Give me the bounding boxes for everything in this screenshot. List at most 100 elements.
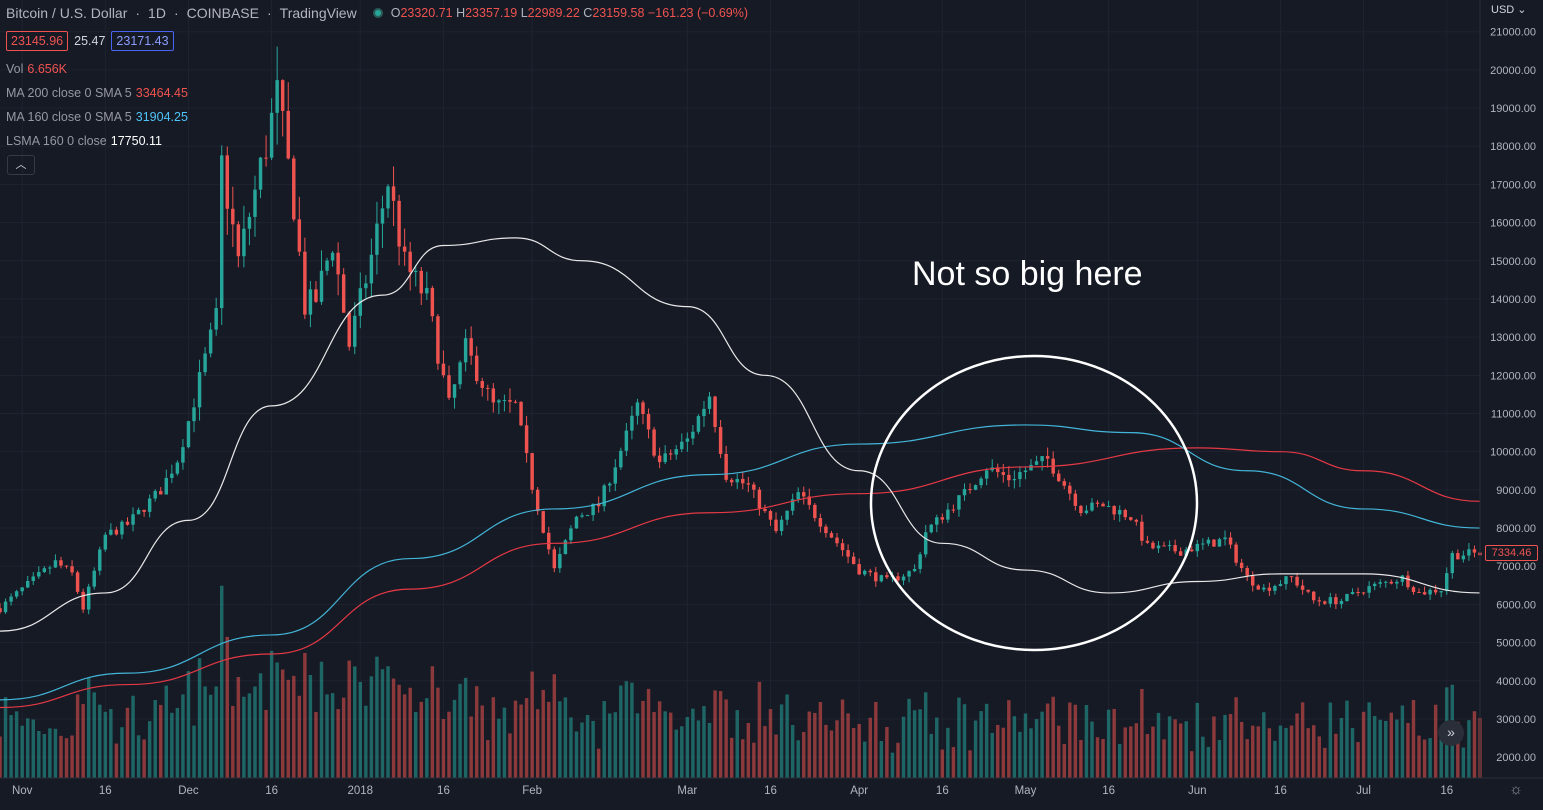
volume-bar [197,658,202,778]
candle-body [1178,551,1183,556]
settings-gear-icon[interactable]: ☼ [1509,781,1523,798]
volume-bar [685,717,690,778]
price-axis[interactable]: 21000.00 20000.00 19000.00 18000.00 17000.00… [1490,27,1536,764]
candle-body [1411,587,1416,592]
candle-body [3,601,8,613]
volume-bar [98,704,102,778]
candle-body [630,415,634,431]
volume-bar [1156,712,1161,778]
candle-body [297,219,302,252]
candle-body [829,533,834,538]
candle-body [480,381,484,388]
volume-bar [863,741,867,778]
candle-body [1367,586,1371,593]
annotation-text: Not so big here [912,255,1143,293]
candle-body [591,503,595,516]
candle-body [752,484,756,490]
candle-body [1339,600,1344,605]
volume-bar [1384,720,1388,778]
candle-body [31,576,35,581]
volume-bar [231,705,235,778]
candle-body [1251,575,1255,586]
candle-body [436,316,440,364]
candle-body [1317,600,1321,602]
candle-body [596,503,601,507]
candle-body [1228,537,1233,545]
candle-body [153,491,157,499]
candle-body [768,511,773,520]
candle-body [1173,545,1177,552]
volume-bar [341,697,346,778]
volume-bar [990,732,994,778]
volume-bar [131,695,135,778]
volume-bar [774,734,778,778]
candle-body [1461,555,1466,560]
candle-body [325,260,329,271]
scroll-to-realtime-button[interactable]: » [1438,720,1464,746]
volume-bar [491,697,496,778]
volume-bar [868,717,872,778]
volume-bar [935,717,939,778]
volume-bar [1023,713,1028,778]
candle-body [674,449,678,455]
candle-body [1212,539,1216,547]
volume-bar [497,718,501,778]
candle-body [452,384,457,398]
volume-bar [3,697,8,778]
candle-body [1389,581,1394,584]
volume-bar [114,743,119,778]
candle-body [968,489,972,491]
market-status-icon[interactable] [372,8,383,18]
candle-body [474,355,479,382]
volume-bar [330,693,335,778]
indicator-ma160[interactable]: MA 160 close 0 SMA 5 31904.25 [6,110,188,124]
volume-bar [818,702,823,778]
volume-bar [220,585,224,778]
interval-label[interactable]: 1D [148,5,166,21]
candle-body [353,315,357,347]
buy-price-button[interactable]: 23171.43 [111,31,174,51]
candle-body [142,509,146,512]
volume-bar [890,752,895,778]
volume-bar [1001,727,1006,778]
volume-bar [691,708,695,778]
symbol-title[interactable]: Bitcoin / U.S. Dollar [6,5,128,21]
sell-price-button[interactable]: 23145.96 [6,31,69,51]
volume-bar [657,701,662,778]
spread-value: 25.47 [74,34,106,48]
indicator-ma200[interactable]: MA 200 close 0 SMA 5 33464.45 [6,86,188,100]
axes [0,0,1543,779]
volume-bar [1461,747,1466,778]
candle-body [214,308,218,330]
candle-body [1129,517,1133,520]
candle-body [668,453,673,455]
candle-body [940,517,945,520]
currency-selector[interactable]: USD ⌄ [1491,4,1527,16]
volume-bar [1472,711,1477,778]
candle-body [796,492,800,500]
time-axis[interactable]: Nov 16 Dec 16 2018 16 Feb Mar 16 Apr 16 May 16 Jun 16 J… [12,785,1453,797]
volume-bar [264,709,268,778]
candle-body [1195,543,1200,552]
candle-body [341,274,346,313]
candle-body [757,489,762,509]
price-tick-label: 2000.00 [1496,752,1536,764]
volume-bar [25,718,30,778]
indicator-lsma[interactable]: LSMA 160 0 close 17750.11 [6,134,162,148]
candle-body [408,251,412,273]
volume-bar [1422,739,1427,778]
time-tick-label: May [1015,785,1037,797]
candle-body [530,453,534,490]
volume-bar [1151,726,1155,778]
collapse-legend-button[interactable]: ︿ [7,155,35,175]
candle-body [59,560,63,566]
chart-header: Bitcoin / U.S. Dollar · 1D · COINBASE · … [6,5,748,21]
candle-body [851,556,856,565]
volume-bar [1389,712,1394,778]
volume-bar [790,725,795,778]
candle-body [663,453,667,463]
indicator-volume[interactable]: Vol 6.656K [6,62,68,76]
candle-body [1256,585,1260,590]
candle-body [147,498,152,512]
